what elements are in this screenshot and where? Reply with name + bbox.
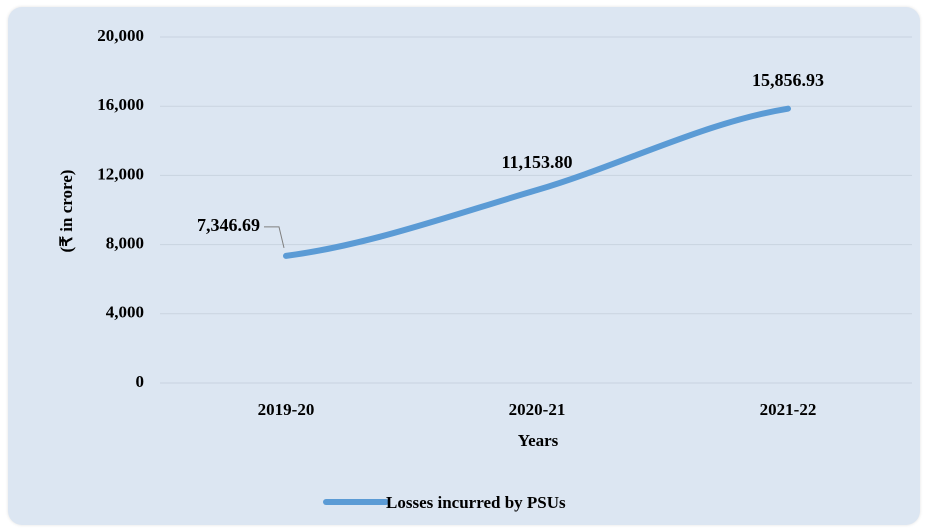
data-label: 15,856.93 [752,70,824,90]
data-point [785,106,791,112]
x-axis-title: Years [518,431,559,450]
y-tick-label: 12,000 [97,164,144,183]
x-tick-label: 2019-20 [258,400,315,419]
x-axis-ticks: 2019-20 2020-21 2021-22 [258,400,817,419]
data-labels: 7,346.69 11,153.80 15,856.93 [197,70,824,249]
x-tick-label: 2020-21 [509,400,566,419]
y-axis-ticks: 0 4,000 8,000 12,000 16,000 20,000 [97,26,144,391]
y-tick-label: 4,000 [106,303,144,322]
series-lines [283,105,791,259]
y-tick-label: 16,000 [97,95,144,114]
legend-label: Losses incurred by PSUs [386,493,566,512]
x-tick-label: 2021-22 [760,400,817,419]
y-axis-title: (₹ in crore) [57,170,76,253]
series-line [283,105,791,259]
data-label: 11,153.80 [501,152,572,172]
legend: Losses incurred by PSUs [323,493,566,512]
data-point [534,187,540,193]
data-label: 7,346.69 [197,215,260,235]
y-tick-label: 8,000 [106,234,144,253]
y-tick-label: 0 [136,372,145,391]
y-tick-label: 20,000 [97,26,144,45]
gridlines [160,36,912,384]
data-point [283,253,289,259]
data-label-leader [264,226,285,249]
chart-area [8,7,920,525]
